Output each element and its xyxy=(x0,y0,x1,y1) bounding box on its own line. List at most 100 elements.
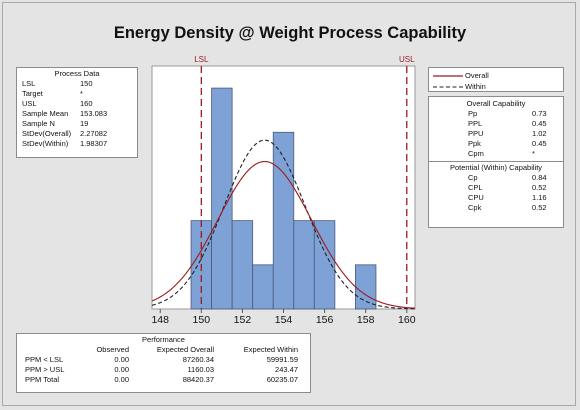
stat-row: Target * xyxy=(17,89,137,99)
stat-row: Sample N 19 xyxy=(17,119,137,129)
stat-value: 0.73 xyxy=(532,109,547,118)
performance-cell: 1160.03 xyxy=(187,365,214,374)
stat-value: 0.52 xyxy=(532,183,547,192)
performance-row: PPM > USL 0.00 1160.03 243.47 xyxy=(25,365,298,375)
chart-title: Energy Density @ Weight Process Capabili… xyxy=(113,24,467,42)
stat-label: Cpm xyxy=(468,149,484,158)
performance-row: PPM Total 0.00 88420.37 60235.07 xyxy=(25,375,298,385)
stat-row: USL 160 xyxy=(17,99,137,109)
stat-label: PPL xyxy=(468,119,483,128)
performance-cell: PPM > USL xyxy=(25,365,65,374)
stat-label: CPU xyxy=(468,193,484,202)
stat-value: 153.083 xyxy=(80,109,108,118)
legend-item-within: Within xyxy=(433,81,563,92)
capability-panel: Overall Capability Pp 0.73 PPL 0.45 PPU 1.02 P… xyxy=(428,96,564,228)
stat-row: LSL 150 xyxy=(17,79,137,89)
stat-row: Ppk 0.45 xyxy=(429,139,563,149)
overall-curve xyxy=(151,160,416,309)
spec-label-lsl: LSL xyxy=(194,55,209,64)
x-tick-label: 152 xyxy=(234,314,252,326)
performance-header-row: Observed Expected Overall Expected Within xyxy=(25,345,298,355)
stat-row: PPL 0.45 xyxy=(429,119,563,129)
stat-label: Cpk xyxy=(468,203,482,212)
performance-table: Observed Expected Overall Expected Within P… xyxy=(25,345,298,385)
performance-cell: 59991.59 xyxy=(266,355,298,364)
stat-row: Cp 0.84 xyxy=(429,173,563,183)
performance-cell: 60235.07 xyxy=(266,375,298,384)
stat-label: Sample N xyxy=(22,119,55,128)
stat-label: LSL xyxy=(22,79,36,88)
performance-cell: 0.00 xyxy=(114,355,129,364)
stat-row: CPU 1.16 xyxy=(429,193,563,203)
legend: Overall Within xyxy=(428,67,564,92)
stat-value: 1.02 xyxy=(532,129,547,138)
performance-column-header: Expected Within xyxy=(243,345,298,354)
stat-value: 0.45 xyxy=(532,119,547,128)
stat-row: Pp 0.73 xyxy=(429,109,563,119)
performance-panel: Performance Observed Expected Overall Expe… xyxy=(16,333,311,393)
stat-row: StDev(Overall) 2.27082 xyxy=(17,129,137,139)
performance-cell: PPM Total xyxy=(25,375,60,384)
stat-value: 2.27082 xyxy=(80,129,108,138)
legend-within-swatch xyxy=(433,86,463,87)
x-tick-label: 154 xyxy=(275,314,293,326)
performance-cell: 88420.37 xyxy=(182,375,214,384)
performance-cell: 87260.34 xyxy=(182,355,214,364)
process-data-panel: Process Data LSL 150 Target * USL 160 Sample M… xyxy=(16,67,138,158)
stat-row: Cpk 0.52 xyxy=(429,203,563,213)
stat-label: StDev(Within) xyxy=(22,139,69,148)
histogram-bar xyxy=(211,87,233,310)
x-tick-label: 150 xyxy=(193,314,211,326)
histogram-bar xyxy=(272,131,295,310)
histogram-bar xyxy=(293,220,315,310)
x-tick-label: 148 xyxy=(151,314,169,326)
stat-value: 0.52 xyxy=(532,203,547,212)
stat-label: Ppk xyxy=(468,139,481,148)
capability-divider xyxy=(429,161,563,162)
stat-value: * xyxy=(80,89,83,98)
performance-row: PPM < LSL 0.00 87260.34 59991.59 xyxy=(25,355,298,365)
stat-row: CPL 0.52 xyxy=(429,183,563,193)
stat-label: Target xyxy=(22,89,43,98)
performance-cell: 0.00 xyxy=(114,375,129,384)
stat-label: USL xyxy=(22,99,37,108)
stat-value: 0.84 xyxy=(532,173,547,182)
stat-value: 160 xyxy=(80,99,93,108)
within-capability-header: Potential (Within) Capability xyxy=(449,163,543,172)
stat-label: Cp xyxy=(468,173,478,182)
within-curve xyxy=(151,139,416,310)
histogram-bar xyxy=(252,264,274,310)
stat-label: StDev(Overall) xyxy=(22,129,72,138)
performance-cell: 243.47 xyxy=(275,365,298,374)
overall-capability-header: Overall Capability xyxy=(466,99,526,108)
stat-value: 150 xyxy=(80,79,93,88)
performance-cell: 0.00 xyxy=(114,365,129,374)
stat-value: * xyxy=(532,149,535,158)
histogram-bar xyxy=(355,264,377,310)
performance-header: Performance xyxy=(142,335,185,344)
stat-label: Sample Mean xyxy=(22,109,69,118)
legend-overall-swatch xyxy=(433,74,463,77)
stat-row: PPU 1.02 xyxy=(429,129,563,139)
x-tick-label: 158 xyxy=(357,314,375,326)
process-data-header: Process Data xyxy=(54,69,100,78)
performance-cell: PPM < LSL xyxy=(25,355,64,364)
performance-column-header: Expected Overall xyxy=(156,345,214,354)
performance-column-header: Observed xyxy=(96,345,129,354)
stat-value: 19 xyxy=(80,119,89,128)
legend-item-overall: Overall xyxy=(433,70,563,81)
legend-within-label: Within xyxy=(465,82,486,91)
histogram-bar xyxy=(231,220,254,310)
stat-label: Pp xyxy=(468,109,478,118)
stat-value: 1.98307 xyxy=(80,139,108,148)
legend-overall-label: Overall xyxy=(465,71,489,80)
stat-value: 0.45 xyxy=(532,139,547,148)
stat-value: 1.16 xyxy=(532,193,547,202)
x-tick-label: 156 xyxy=(316,314,334,326)
spec-label-usl: USL xyxy=(399,55,415,64)
stat-label: PPU xyxy=(468,129,484,138)
stat-label: CPL xyxy=(468,183,483,192)
stat-row: StDev(Within) 1.98307 xyxy=(17,139,137,149)
stat-row: Cpm * xyxy=(429,149,563,159)
